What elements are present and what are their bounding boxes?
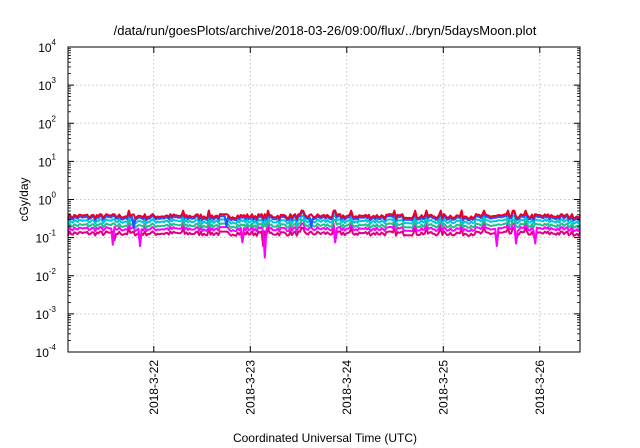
y-tick-label: 104 <box>38 38 56 55</box>
chart-title: /data/run/goesPlots/archive/2018-03-26/0… <box>114 23 537 38</box>
series-layer <box>67 209 581 259</box>
series-line-5 <box>67 209 581 220</box>
y-tick-label: 10-4 <box>36 343 57 360</box>
x-tick-label: 2018-3-24 <box>340 360 354 415</box>
x-tick-label: 2018-3-25 <box>436 360 450 415</box>
y-tick-label: 100 <box>38 191 56 208</box>
x-tick-label: 2018-3-26 <box>533 360 547 415</box>
x-axis-label: Coordinated Universal Time (UTC) <box>233 431 417 445</box>
y-tick-label: 103 <box>38 76 56 93</box>
x-tick-label: 2018-3-22 <box>147 360 161 415</box>
series-line-2 <box>67 218 581 229</box>
ticks: 10-4 10-3 10-2 10-1 100 101 102 103 104 2018-3-22… <box>36 38 580 415</box>
series-line-3 <box>67 214 581 225</box>
x-tick-label: 2018-3-23 <box>243 360 257 415</box>
y-tick-label: 10-1 <box>36 229 57 246</box>
y-tick-label: 10-2 <box>36 267 57 284</box>
series-line-0 <box>67 226 581 248</box>
y-tick-label: 10-3 <box>36 305 57 322</box>
y-tick-label: 102 <box>38 114 56 131</box>
series-line-4 <box>67 211 581 229</box>
series-line-1 <box>67 222 581 259</box>
grid <box>68 47 580 352</box>
y-axis-label: cGy/day <box>17 177 31 221</box>
y-tick-label: 101 <box>38 152 56 169</box>
